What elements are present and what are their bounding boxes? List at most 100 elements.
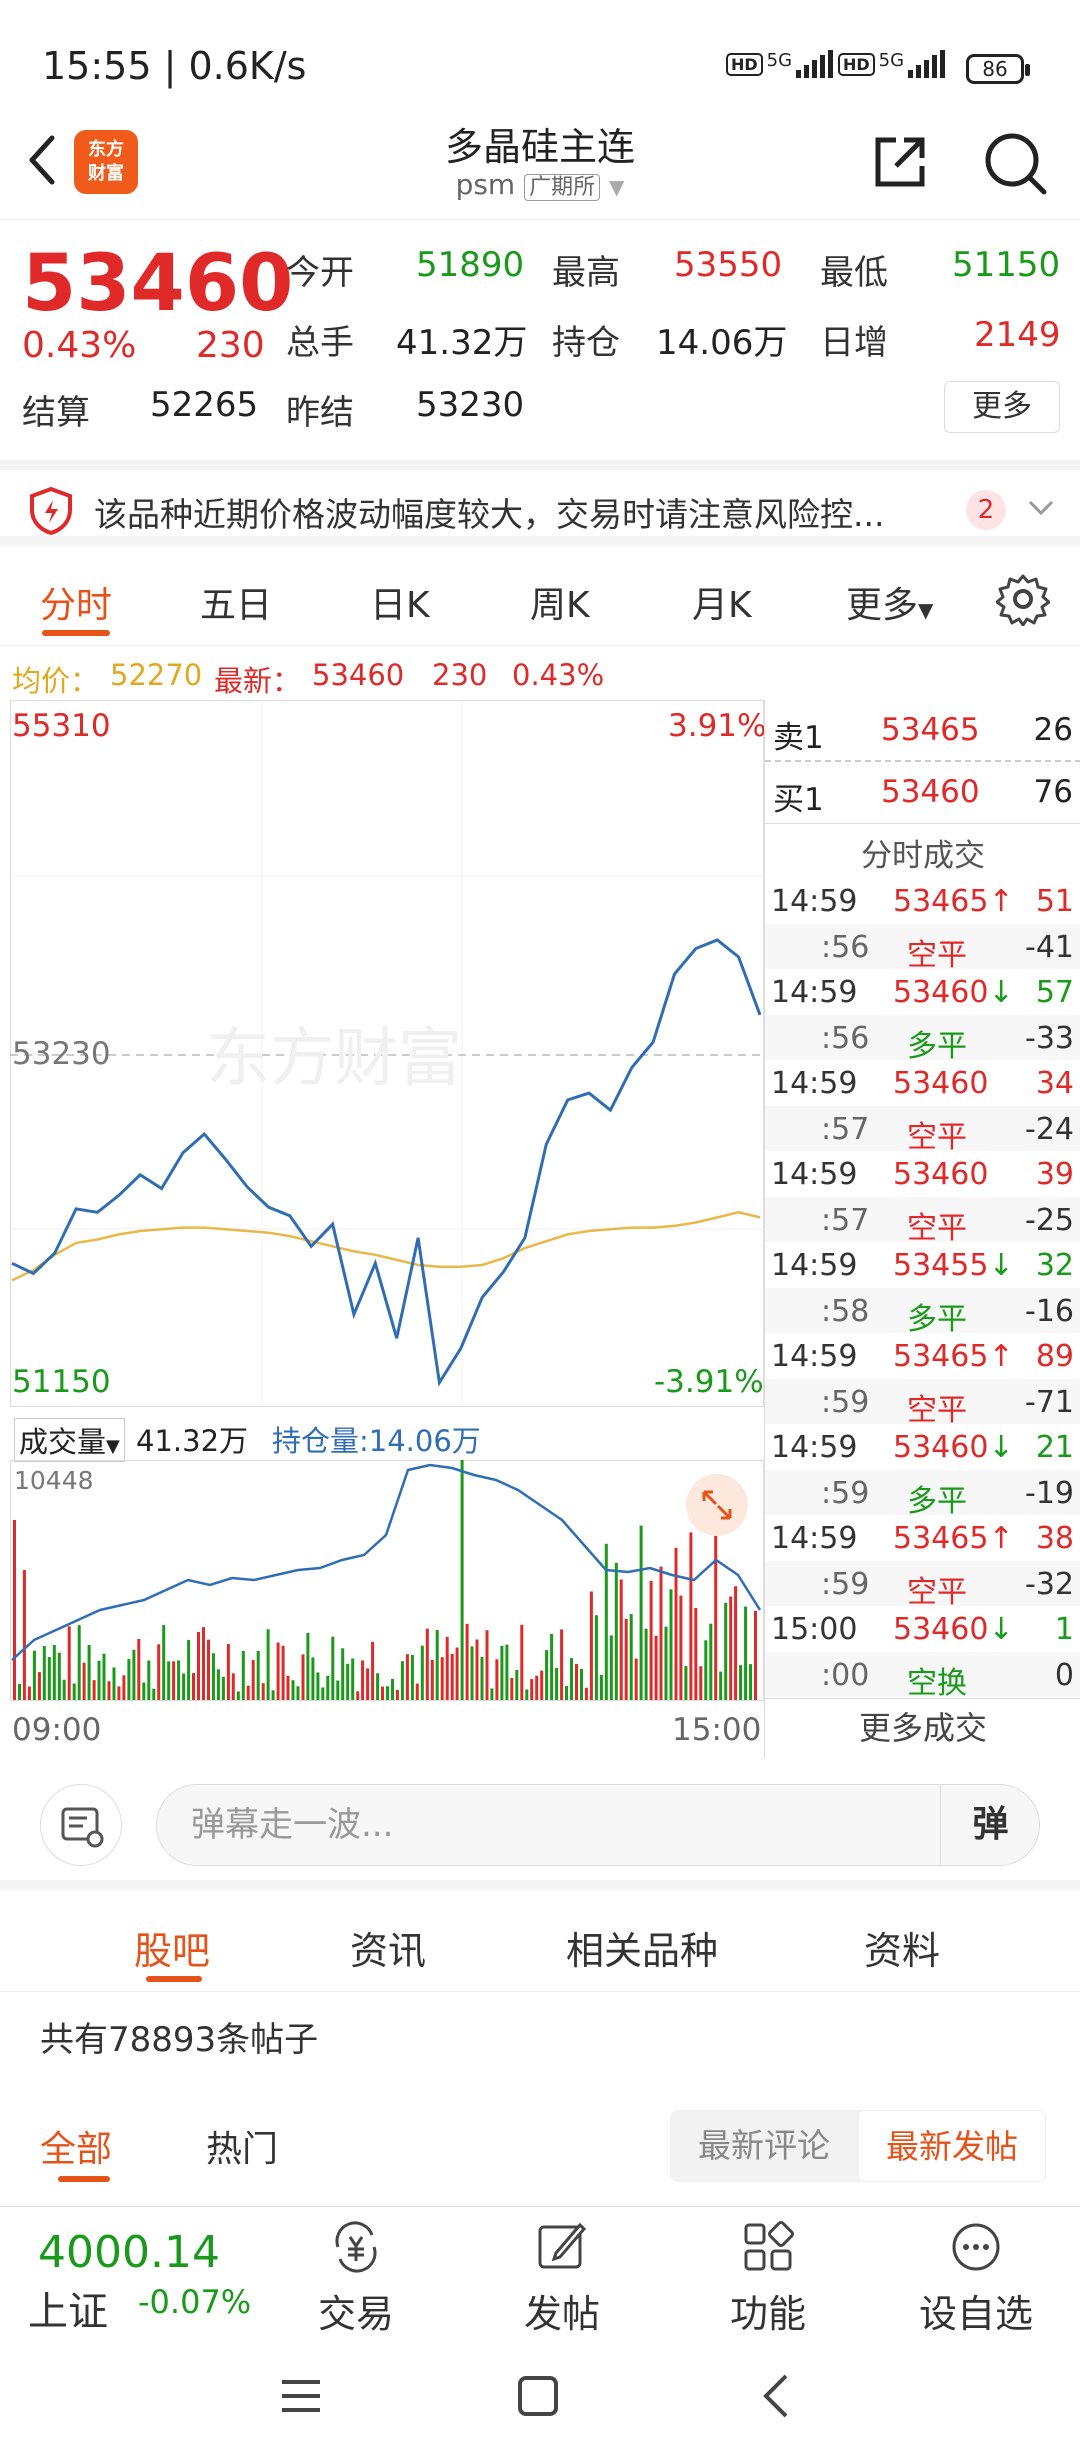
bid-qty: 76	[1033, 774, 1073, 810]
volume-bar	[376, 1673, 380, 1700]
danmaku-input[interactable]: 弹幕走一波...	[156, 1784, 1040, 1866]
volume-bar	[505, 1644, 509, 1700]
volume-bar	[391, 1679, 394, 1700]
volume-bar	[704, 1640, 708, 1700]
volume-bar	[475, 1639, 479, 1700]
volume-bar	[32, 1650, 36, 1700]
volume-bar	[490, 1688, 494, 1700]
volume-bar	[127, 1659, 131, 1700]
trade-time: 14:59	[771, 884, 858, 919]
volume-bar	[565, 1686, 568, 1700]
contract-code[interactable]: psm 广期所 ▼	[455, 168, 625, 201]
filter-all[interactable]: 全部	[40, 2129, 113, 2170]
tab-daily-k[interactable]: 日K	[370, 585, 430, 626]
volume-bar	[97, 1660, 101, 1700]
trade-oi-change: -32	[1025, 1567, 1074, 1602]
volume-chart[interactable]	[10, 1460, 764, 1702]
nav-watchlist[interactable]: 设自选	[906, 2219, 1046, 2338]
volume-bar	[112, 1667, 116, 1700]
trade-oi-change: 0	[1054, 1658, 1074, 1693]
volume-bar	[679, 1595, 683, 1700]
tab-monthly-k[interactable]: 月K	[692, 585, 752, 626]
change-pct: 0.43%	[22, 325, 137, 366]
avg-price-line	[11, 1211, 761, 1282]
trade-detail-row: :57 空平 -25	[765, 1197, 1080, 1246]
risk-notice[interactable]: 该品种近期价格波动幅度较大，交易时请注意风险控... 2	[0, 460, 1080, 546]
tab-more[interactable]: 更多▼	[846, 585, 934, 626]
volume-selector[interactable]: 成交量▼	[14, 1418, 125, 1462]
volume-bar	[177, 1660, 181, 1700]
tab-profile[interactable]: 资料	[864, 1929, 941, 1973]
high-value: 53550	[674, 245, 783, 285]
volume-bar	[122, 1675, 126, 1700]
nav-trade[interactable]: 交易	[286, 2219, 426, 2338]
danmaku-list-button[interactable]	[40, 1784, 122, 1866]
trade-seconds: :56	[821, 930, 870, 965]
volume-bar	[192, 1673, 195, 1700]
home-icon[interactable]	[516, 2374, 560, 2418]
price-line	[11, 938, 762, 1387]
risk-count-badge: 2	[966, 490, 1006, 530]
tab-weekly-k[interactable]: 周K	[530, 585, 590, 626]
trade-price: 53460↓	[893, 975, 1014, 1010]
more-trades-button[interactable]: 更多成交	[765, 1698, 1080, 1758]
nav-trade-label: 交易	[317, 2292, 394, 2336]
volume-bar	[495, 1659, 499, 1700]
volume-bar	[455, 1647, 459, 1700]
index-name: 上证	[28, 2289, 108, 2335]
search-icon[interactable]	[982, 130, 1048, 196]
trade-seconds: :57	[821, 1203, 870, 1238]
volume-bar	[316, 1672, 320, 1700]
trade-detail-row: :59 空平 -32	[765, 1561, 1080, 1610]
back-icon[interactable]	[22, 130, 62, 190]
volume-bar	[594, 1615, 598, 1700]
menu-icon[interactable]	[278, 2376, 324, 2416]
filter-hot[interactable]: 热门	[206, 2129, 279, 2170]
back-nav-icon[interactable]	[758, 2372, 792, 2420]
volume-bar	[18, 1683, 21, 1700]
trade-oi-change: -71	[1025, 1385, 1074, 1420]
tab-guba[interactable]: 股吧	[134, 1929, 211, 1973]
daily-add-label: 日增	[820, 323, 888, 363]
share-icon[interactable]	[870, 132, 930, 192]
index-ticker[interactable]: 4000.14 上证 -0.07%	[26, 2219, 266, 2335]
change-value: 230	[196, 325, 265, 366]
trade-type: 空平	[907, 1120, 967, 1155]
volume-bar	[371, 1641, 375, 1700]
nav-functions[interactable]: 功能	[698, 2219, 838, 2338]
trade-type: 空平	[907, 1211, 967, 1246]
tab-related[interactable]: 相关品种	[566, 1929, 719, 1973]
trade-time: 14:59	[771, 1430, 858, 1465]
sort-latest-post[interactable]: 最新发帖	[858, 2110, 1046, 2182]
tab-five-day[interactable]: 五日	[200, 585, 273, 626]
tab-news[interactable]: 资讯	[350, 1929, 427, 1973]
volume-bar	[132, 1649, 136, 1700]
trade-qty: 38	[1035, 1521, 1074, 1556]
gear-icon[interactable]	[996, 572, 1050, 626]
volume-bar	[202, 1627, 205, 1700]
volume-bar	[301, 1654, 305, 1700]
avg-value: 52270	[110, 658, 203, 692]
trade-row: 14:59 53460 34	[765, 1060, 1080, 1105]
trade-qty: 51	[1035, 884, 1074, 919]
danmaku-settings-icon	[61, 1807, 104, 1848]
nav-post[interactable]: 发帖	[492, 2219, 632, 2338]
volume-bar	[570, 1658, 573, 1700]
trade-list[interactable]: 14:59 53465↑ 51:56 空平 -41 14:59 53460↓ 57:56 多平 -…	[765, 878, 1080, 1701]
volume-bar	[515, 1670, 519, 1700]
sort-latest-comment[interactable]: 最新评论	[698, 2126, 830, 2165]
more-quote-button[interactable]: 更多	[944, 381, 1060, 433]
volume-bar	[162, 1625, 166, 1700]
volume-bar	[614, 1562, 618, 1700]
battery-icon: 86	[966, 54, 1030, 84]
last-price: 53460	[22, 239, 294, 329]
caret-down-icon: ▼	[918, 598, 934, 622]
volume-label: 总手	[286, 323, 354, 363]
expand-chart-button[interactable]	[686, 1474, 748, 1536]
trade-row: 15:00 53460↓ 1	[765, 1606, 1080, 1651]
trade-seconds: :56	[821, 1021, 870, 1056]
price-chart[interactable]: 东方财富	[10, 700, 764, 1408]
trade-oi-change: -19	[1025, 1476, 1074, 1511]
danmaku-send-button[interactable]: 弹	[940, 1784, 1040, 1866]
tab-intraday[interactable]: 分时	[40, 585, 113, 626]
